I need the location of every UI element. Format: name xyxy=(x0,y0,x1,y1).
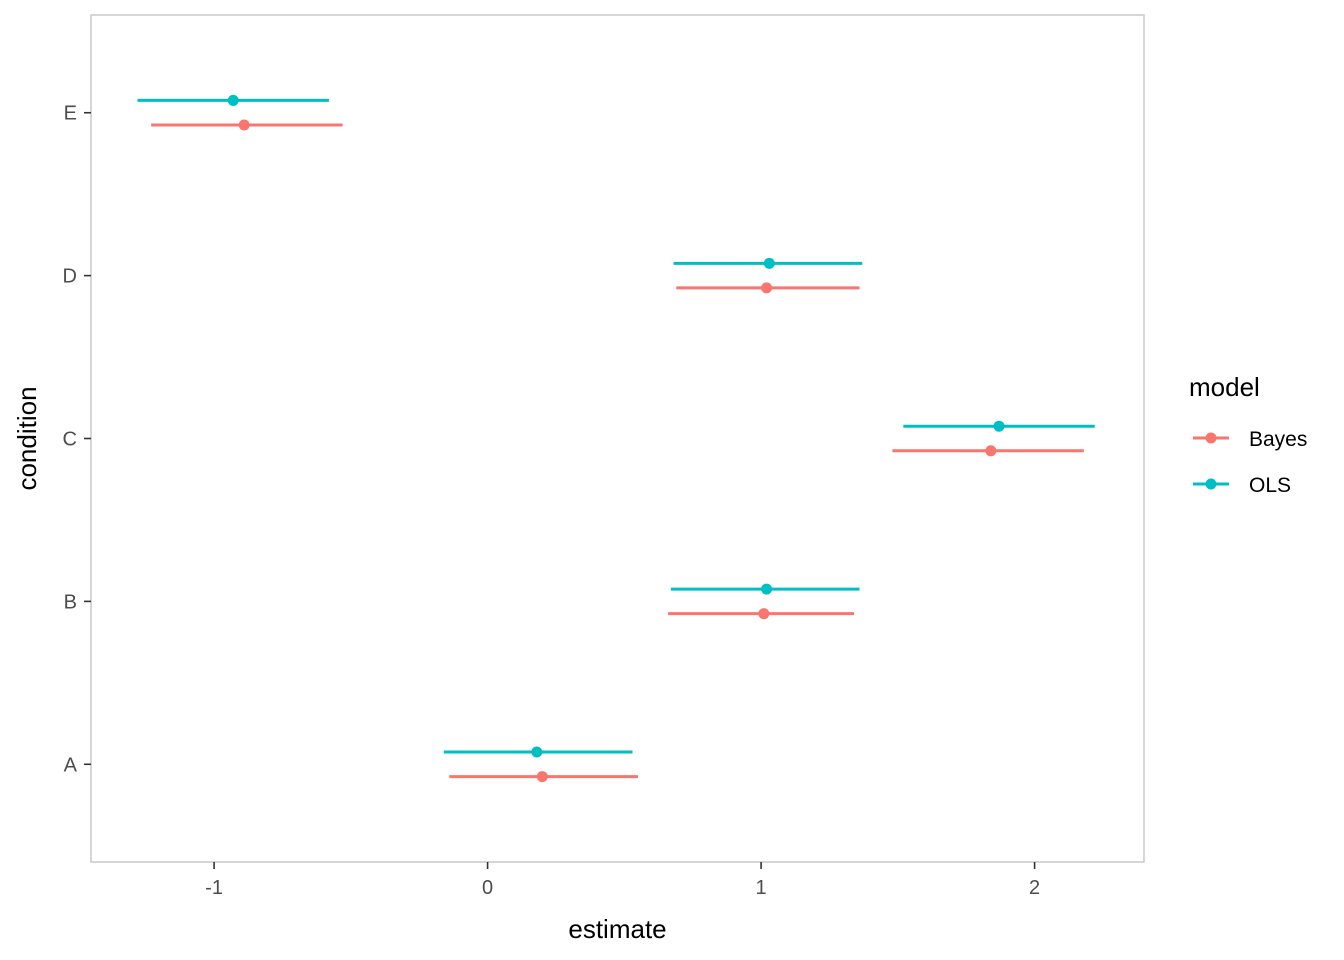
y-tick-label: C xyxy=(63,429,77,451)
point-ols-a xyxy=(531,746,543,758)
legend-title: model xyxy=(1189,372,1260,402)
point-bayes-d xyxy=(761,282,773,294)
y-axis: A B C D E xyxy=(63,103,91,776)
legend-item-bayes: Bayes xyxy=(1193,428,1307,451)
y-tick-label: B xyxy=(64,591,77,613)
y-axis-title: condition xyxy=(12,386,42,490)
legend-item-ols: OLS xyxy=(1193,474,1291,497)
legend-label: Bayes xyxy=(1249,428,1307,451)
point-ols-d xyxy=(763,257,775,269)
point-ols-c xyxy=(993,420,1005,432)
point-ols-b xyxy=(761,583,773,595)
point-bayes-e xyxy=(238,119,250,131)
legend-label: OLS xyxy=(1249,474,1291,497)
x-axis: -1 0 1 2 xyxy=(205,862,1040,899)
point-ols-e xyxy=(227,94,239,106)
x-tick-label: 2 xyxy=(1029,877,1040,899)
x-tick-label: -1 xyxy=(205,877,223,899)
x-tick-label: 1 xyxy=(756,877,767,899)
legend-key-point xyxy=(1205,478,1217,490)
x-tick-label: 0 xyxy=(482,877,493,899)
legend-key-point xyxy=(1205,432,1217,444)
plot-panel xyxy=(90,14,1145,863)
data-marks xyxy=(137,94,1095,783)
point-bayes-a xyxy=(536,771,548,783)
point-bayes-b xyxy=(758,608,770,620)
x-axis-title: estimate xyxy=(568,914,666,944)
y-tick-label: A xyxy=(64,754,78,776)
legend: model Bayes OLS xyxy=(1189,372,1307,497)
y-tick-label: E xyxy=(64,103,77,125)
y-tick-label: D xyxy=(63,266,77,288)
point-bayes-c xyxy=(985,445,997,457)
